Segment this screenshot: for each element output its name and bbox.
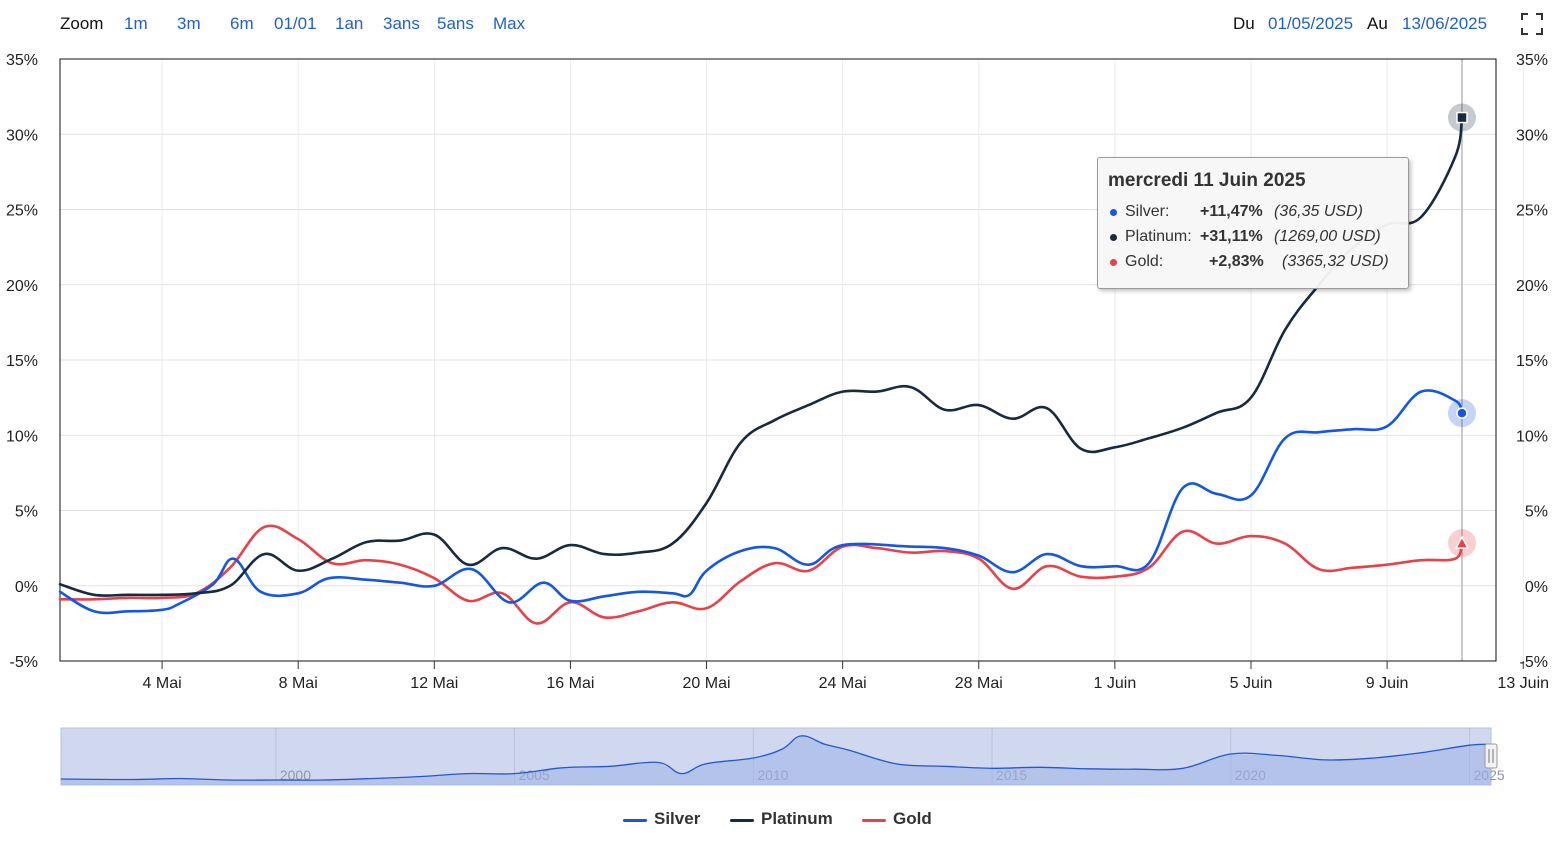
navigator-handle[interactable] xyxy=(1484,743,1498,769)
legend: Silver Platinum Gold xyxy=(0,808,1568,832)
x-tick-label: 16 Mai xyxy=(546,675,594,692)
x-tick-label: 1 Juin xyxy=(1094,675,1137,692)
x-tick-label: 12 Mai xyxy=(410,675,458,692)
toolbar: Zoom 1m 3m 6m 01/01 1an 3ans 5ans Max Du… xyxy=(0,12,1568,38)
zoom-1m-button[interactable]: 1m xyxy=(124,14,148,33)
zoom-1an-button[interactable]: 1an xyxy=(335,14,364,33)
tooltip-silver-pct: +11,47% xyxy=(1200,203,1263,220)
y-tick-label-right: 20% xyxy=(1516,278,1548,295)
tooltip-platinum-dot xyxy=(1110,234,1117,241)
hover-marker-gold xyxy=(1454,535,1470,549)
tooltip-row-gold: Gold: +2,83% (3365,32 USD) xyxy=(1110,253,1400,273)
y-tick-label-left: 20% xyxy=(6,278,38,295)
fullscreen-icon[interactable] xyxy=(1520,12,1544,36)
y-tick-label-left: -5% xyxy=(10,654,38,671)
x-tick-label: 13 Juin xyxy=(1497,675,1549,692)
zoom-label: Zoom xyxy=(60,14,104,33)
y-tick-label-right: 10% xyxy=(1516,428,1548,445)
zoom-max-button[interactable]: Max xyxy=(493,14,526,33)
legend-gold-line xyxy=(862,819,886,822)
hover-marker-platinum xyxy=(1456,111,1468,124)
series-line-platinum xyxy=(58,116,1464,597)
zoom-6m-button[interactable]: 6m xyxy=(230,14,254,33)
to-date-input[interactable]: 13/06/2025 xyxy=(1402,14,1488,33)
y-tick-label-right: 5% xyxy=(1525,504,1548,521)
tooltip-row-platinum: Platinum: +31,11% (1269,00 USD) xyxy=(1110,228,1400,248)
tooltip: mercredi 11 Juin 2025 Silver: +11,47% (3… xyxy=(1097,157,1409,289)
y-tick-label-left: 5% xyxy=(15,504,38,521)
x-tick-label: 28 Mai xyxy=(955,675,1003,692)
tooltip-gold-name: Gold: xyxy=(1125,253,1164,270)
navigator-year-label: 2000 xyxy=(280,767,311,783)
legend-platinum-label: Platinum xyxy=(761,809,833,828)
legend-silver-label: Silver xyxy=(654,809,701,828)
y-tick-label-right: 0% xyxy=(1525,579,1548,596)
x-tick-label: 5 Juin xyxy=(1230,675,1273,692)
y-tick-label-right: 30% xyxy=(1516,127,1548,144)
legend-gold-label: Gold xyxy=(893,809,932,828)
y-tick-label-left: 0% xyxy=(15,579,38,596)
y-tick-label-left: 35% xyxy=(6,52,38,69)
axes: -5% -5% 0% 0% 5% 5% 10% 10% 15% 15% 20% 20% 25% 25% 30… xyxy=(6,52,1549,692)
y-tick-label-right: 25% xyxy=(1516,203,1548,220)
tooltip-platinum-pct: +31,11% xyxy=(1200,228,1263,245)
hover-marker-silver xyxy=(1456,407,1468,419)
navigator[interactable]: 200020052010201520202025 xyxy=(60,727,1505,786)
y-tick-label-right: -5% xyxy=(1520,654,1548,671)
x-tick-label: 20 Mai xyxy=(683,675,731,692)
series-line-gold xyxy=(58,524,1464,625)
tooltip-gold-usd: (3365,32 USD) xyxy=(1282,253,1389,270)
tooltip-platinum-usd: (1269,00 USD) xyxy=(1274,228,1381,245)
from-label: Du xyxy=(1233,14,1255,33)
tooltip-platinum-name: Platinum: xyxy=(1125,228,1192,245)
series-line-silver xyxy=(58,389,1464,615)
y-tick-label-left: 30% xyxy=(6,127,38,144)
grid xyxy=(60,58,1524,662)
y-tick-label-left: 10% xyxy=(6,428,38,445)
zoom-ytd-button[interactable]: 01/01 xyxy=(274,14,317,33)
x-tick-label: 9 Juin xyxy=(1366,675,1409,692)
tooltip-gold-dot xyxy=(1110,259,1117,266)
x-tick-label: 4 Mai xyxy=(143,675,182,692)
y-tick-label-right: 15% xyxy=(1516,353,1548,370)
y-tick-label-left: 25% xyxy=(6,203,38,220)
legend-platinum-line xyxy=(730,819,754,822)
zoom-3ans-button[interactable]: 3ans xyxy=(383,14,420,33)
tooltip-silver-name: Silver: xyxy=(1125,203,1170,220)
y-tick-label-right: 35% xyxy=(1516,52,1548,69)
series xyxy=(58,103,1476,625)
y-tick-label-left: 15% xyxy=(6,353,38,370)
to-label: Au xyxy=(1367,14,1388,33)
plot-border xyxy=(59,58,1497,662)
legend-silver-line xyxy=(623,819,647,822)
zoom-3m-button[interactable]: 3m xyxy=(177,14,201,33)
tooltip-gold-pct: +2,83% xyxy=(1209,253,1264,270)
x-tick-label: 24 Mai xyxy=(819,675,867,692)
zoom-5ans-button[interactable]: 5ans xyxy=(437,14,474,33)
tooltip-silver-dot xyxy=(1110,209,1117,216)
from-date-input[interactable]: 01/05/2025 xyxy=(1268,14,1354,33)
navigator-area xyxy=(61,735,1491,785)
navigator-line xyxy=(60,735,1492,781)
tooltip-row-silver: Silver: +11,47% (36,35 USD) xyxy=(1110,203,1400,223)
tooltip-silver-usd: (36,35 USD) xyxy=(1274,203,1363,220)
tooltip-title: mercredi 11 Juin 2025 xyxy=(1108,170,1306,191)
x-tick-label: 8 Mai xyxy=(279,675,318,692)
